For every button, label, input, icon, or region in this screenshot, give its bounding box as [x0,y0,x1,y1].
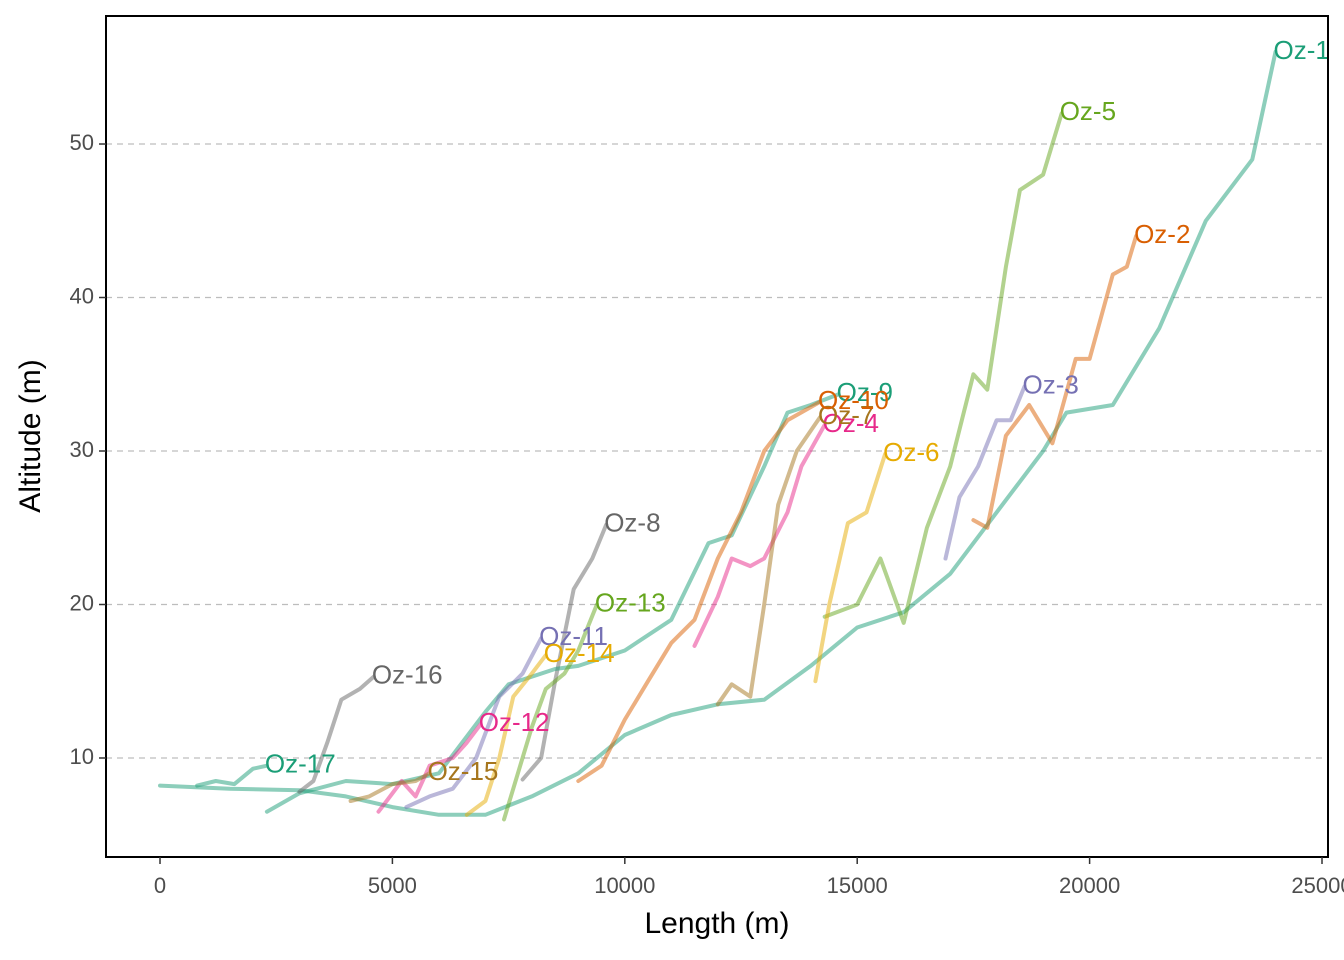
series-label: Oz-15 [428,756,499,786]
series-line [158,49,1278,817]
series-label: Oz-17 [265,749,336,779]
series-label: Oz-7 [818,400,874,430]
y-tick-label: 30 [70,437,94,462]
series-line [195,763,269,788]
series-label: Oz-12 [479,707,550,737]
grid [106,143,1328,759]
series-line [348,771,432,803]
series-label: Oz-3 [1023,369,1079,399]
series-line [576,399,822,783]
series-line [943,384,1027,561]
x-axis-title: Length (m) [644,907,789,940]
series-label: Oz-10 [818,385,889,415]
y-axis-title: Altitude (m) [14,359,47,512]
series-label: Oz-4 [823,408,879,438]
y-tick-label: 20 [70,590,94,615]
series-label: Oz-11 [539,621,608,651]
x-tick-label: 15000 [827,873,888,898]
series-label: Oz-2 [1134,219,1190,249]
series-label: Oz-16 [372,660,443,690]
x-tick-label: 10000 [594,873,655,898]
x-tick-label: 5000 [368,873,417,898]
series-line [971,234,1139,530]
series-line [715,415,822,707]
y-tick-label: 10 [70,744,94,769]
x-tick-label: 0 [154,873,166,898]
series-line [464,653,548,817]
x-tick-label: 25000 [1291,873,1344,898]
series-line [520,522,609,782]
series-line [813,452,888,684]
y-tick-label: 40 [70,283,94,308]
series-line [692,422,827,648]
lines [158,49,1278,822]
series-label: Oz-13 [595,587,666,617]
series-line [264,392,841,814]
series-label: Oz-1 [1274,35,1330,65]
series-line [404,636,544,810]
series-label: Oz-8 [604,508,660,538]
series-line [502,602,599,822]
plot-border [105,15,1329,858]
series-label: Oz-9 [837,377,893,407]
series-label: Oz-5 [1060,96,1116,126]
series-line [297,674,376,794]
y-tick-label: 50 [70,130,94,155]
labels: Oz-1Oz-2Oz-3Oz-4Oz-5Oz-6Oz-7Oz-8Oz-9Oz-1… [265,35,1330,786]
series-label: Oz-14 [544,638,615,668]
x-tick-label: 20000 [1059,873,1120,898]
series-line [822,111,1064,625]
series-label: Oz-6 [883,437,939,467]
